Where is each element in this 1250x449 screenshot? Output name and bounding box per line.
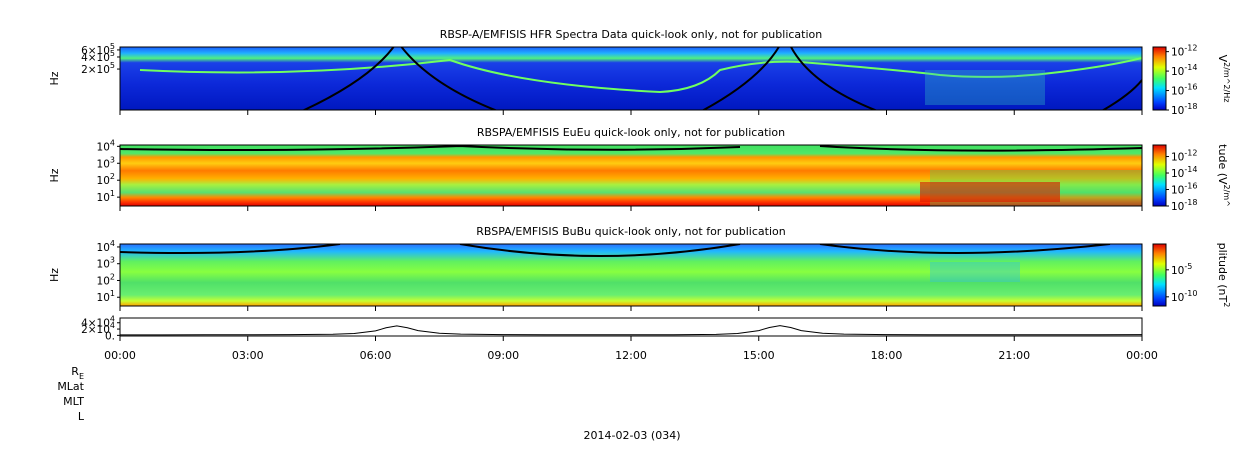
colorbar-tick-label: 10-16 <box>1171 82 1197 98</box>
colorbar-label: V2/m^2/Hz <box>1216 55 1232 103</box>
y-tick-label: 4×105 <box>81 48 115 64</box>
y-tick-label: 104 <box>97 238 115 254</box>
spectrogram-2 <box>120 145 1142 206</box>
y-tick-label: 101 <box>97 289 115 305</box>
ephemeris-label: MLat <box>57 380 84 393</box>
y-axis-label: Hz <box>48 71 61 85</box>
colorbar-tick-label: 10-14 <box>1171 63 1197 79</box>
y-tick-label: 6×105 <box>81 41 115 57</box>
x-tick-label: 21:00 <box>998 349 1030 362</box>
colorbar-label: plitude (nT2 <box>1216 243 1232 308</box>
y-tick-label: 4×104 <box>81 314 115 330</box>
data-line <box>120 325 1143 336</box>
colorbar-tick-label: 10-5 <box>1171 261 1192 277</box>
spectrogram-3 <box>120 244 1142 306</box>
colorbar-tick-label: 10-12 <box>1171 148 1197 164</box>
y-tick-label: 2×104 <box>81 321 115 337</box>
y-tick-label: 103 <box>97 155 115 171</box>
y-axis-label: Hz <box>48 168 61 182</box>
colorbar-tick-label: 10-18 <box>1171 102 1197 118</box>
y-tick-label: 102 <box>97 272 115 288</box>
colorbar <box>1152 243 1167 307</box>
x-tick-label: 06:00 <box>360 349 392 362</box>
y-tick-label: 104 <box>97 138 115 154</box>
y-tick-label: 0. <box>105 330 115 342</box>
colorbar-tick-label: 10-12 <box>1171 43 1197 59</box>
y-tick-label: 101 <box>97 189 115 205</box>
panel-frame <box>119 317 1143 337</box>
colorbar <box>1152 46 1167 111</box>
panel-title: RBSP-A/EMFISIS HFR Spectra Data quick-lo… <box>440 28 823 41</box>
colorbar-label: tude (V2/m^ <box>1216 144 1232 207</box>
panel-title: RBSPA/EMFISIS BuBu quick-look only, not … <box>476 225 786 238</box>
colorbar <box>1152 144 1167 207</box>
x-tick-label: 15:00 <box>743 349 775 362</box>
ephemeris-label: MLT <box>63 395 84 408</box>
panel-title: RBSPA/EMFISIS EuEu quick-look only, not … <box>477 126 785 139</box>
colorbar-tick-label: 10-10 <box>1171 288 1197 304</box>
ephemeris-label: RE <box>71 365 84 381</box>
x-tick-label: 03:00 <box>232 349 264 362</box>
colorbar-tick-label: 10-14 <box>1171 165 1197 181</box>
date-label: 2014-02-03 (034) <box>583 429 680 442</box>
y-axis-label: Hz <box>48 268 61 282</box>
y-tick-label: 102 <box>97 172 115 188</box>
x-tick-label: 09:00 <box>487 349 519 362</box>
spectrogram-1 <box>120 47 1142 110</box>
y-tick-label: 103 <box>97 255 115 271</box>
x-tick-label: 00:00 <box>1126 349 1158 362</box>
ephemeris-label: L <box>78 410 85 423</box>
colorbar-tick-label: 10-16 <box>1171 181 1197 197</box>
x-tick-label: 12:00 <box>615 349 647 362</box>
colorbar-tick-label: 10-18 <box>1171 198 1197 214</box>
x-tick-label: 00:00 <box>104 349 136 362</box>
y-tick-label: 2×105 <box>81 61 115 77</box>
x-tick-label: 18:00 <box>871 349 903 362</box>
